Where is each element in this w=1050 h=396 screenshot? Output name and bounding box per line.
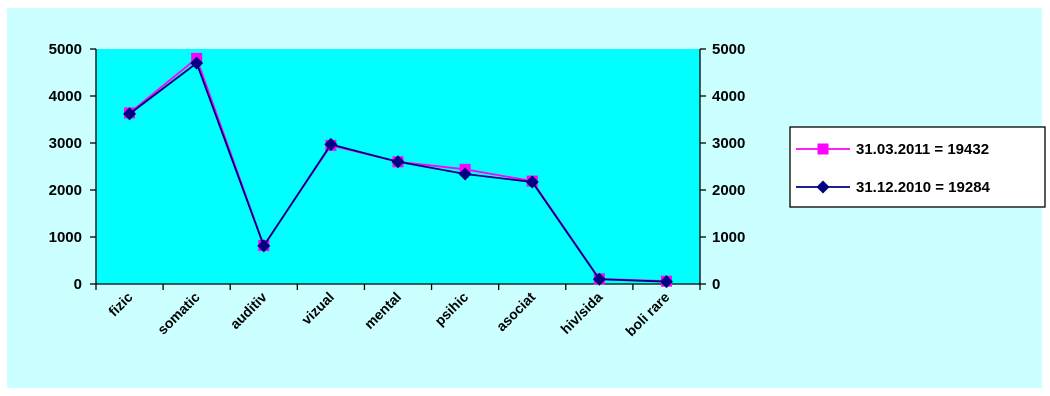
legend-item: 31.12.2010 = 19284 bbox=[796, 179, 991, 196]
x-category-label: somatic bbox=[154, 289, 203, 338]
x-category-label: auditiv bbox=[227, 289, 270, 332]
legend-marker bbox=[817, 143, 829, 155]
data-point bbox=[659, 275, 673, 289]
left-y-tick-label: 2000 bbox=[49, 182, 82, 199]
legend-label: 31.03.2011 = 19432 bbox=[856, 141, 989, 158]
left-y-tick-label: 0 bbox=[74, 276, 82, 293]
x-category-label: psihic bbox=[431, 289, 471, 329]
right-y-tick-label: 3000 bbox=[712, 135, 745, 152]
right-y-tick-label: 0 bbox=[712, 276, 720, 293]
data-point bbox=[123, 107, 137, 121]
right-y-tick-label: 1000 bbox=[712, 229, 745, 246]
legend-marker bbox=[816, 180, 830, 194]
x-category-label: hiv/sida bbox=[557, 289, 605, 337]
data-point bbox=[458, 167, 472, 181]
x-category-label: fizic bbox=[105, 289, 136, 320]
data-point bbox=[324, 137, 338, 151]
series-2 bbox=[123, 56, 673, 289]
x-category-label: boli rare bbox=[622, 289, 673, 340]
left-y-tick-label: 5000 bbox=[49, 41, 82, 58]
x-category-label: asociat bbox=[493, 289, 539, 335]
series-layer bbox=[123, 52, 673, 289]
legend-label: 31.12.2010 = 19284 bbox=[856, 179, 991, 196]
x-category-label: vizual bbox=[298, 289, 337, 328]
x-category-label: mental bbox=[361, 289, 404, 332]
right-y-tick-label: 2000 bbox=[712, 182, 745, 199]
left-y-tick-label: 1000 bbox=[49, 229, 82, 246]
data-point bbox=[592, 272, 606, 286]
left-y-tick-label: 4000 bbox=[49, 88, 82, 105]
data-point bbox=[257, 239, 271, 253]
right-y-tick-label: 5000 bbox=[712, 41, 745, 58]
right-y-tick-label: 4000 bbox=[712, 88, 745, 105]
legend-box bbox=[789, 126, 1046, 208]
data-point bbox=[525, 175, 539, 189]
legend: 31.03.2011 = 19432 31.12.2010 = 19284 bbox=[789, 126, 1046, 208]
legend-item: 31.03.2011 = 19432 bbox=[796, 141, 989, 158]
data-point bbox=[391, 155, 405, 169]
left-y-tick-label: 3000 bbox=[49, 135, 82, 152]
data-point bbox=[190, 56, 204, 70]
